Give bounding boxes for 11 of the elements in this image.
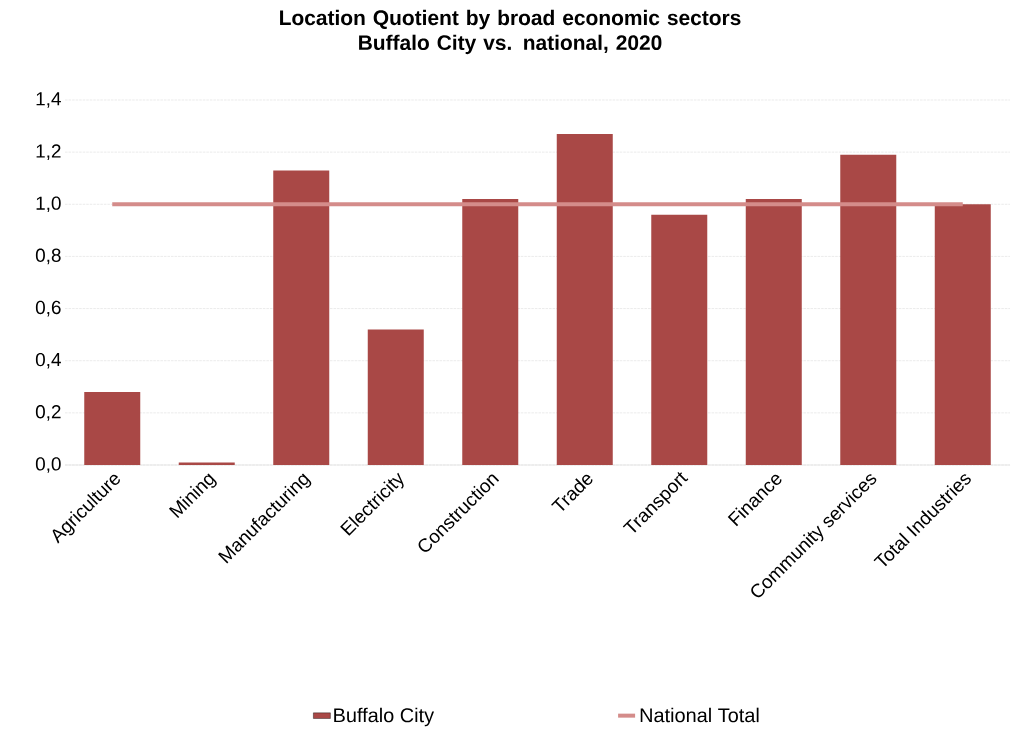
y-tick-label: 1,2 (36, 144, 61, 160)
y-tick-label: 1,4 (36, 92, 61, 108)
y-tick-label: 0,4 (35, 352, 61, 369)
y-tick-label: 0,6 (35, 300, 61, 317)
y-tick-label: 0,2 (35, 405, 61, 421)
chart-title: Location Quotient by broad economic sectors Buffalo City vs. national, 2020 (280, 9, 741, 55)
y-tick-label: 0,0 (35, 457, 61, 473)
legend-label: Buffalo City (334, 707, 435, 727)
y-tick-label: 0,8 (35, 248, 61, 265)
legend-label: National Total (640, 707, 759, 723)
y-tick-label: 1,0 (36, 196, 61, 213)
